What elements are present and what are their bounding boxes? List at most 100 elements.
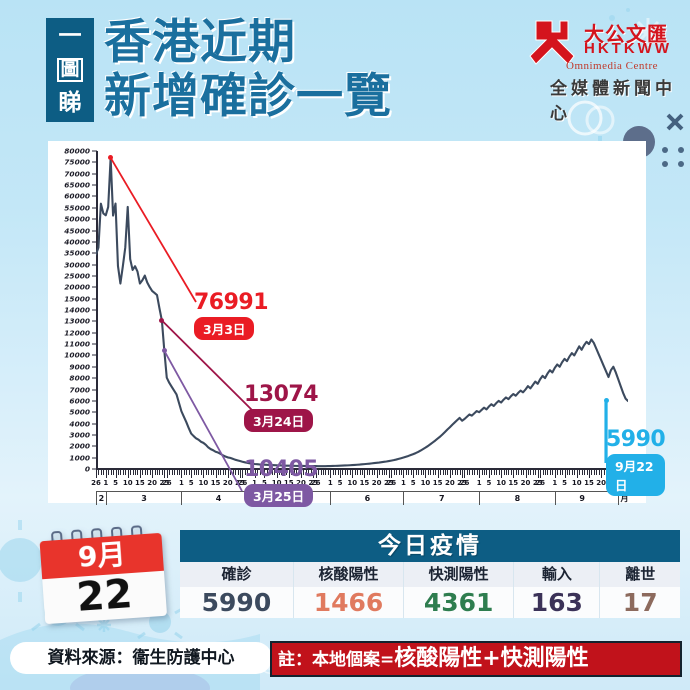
x-axis-tick xyxy=(396,470,398,475)
x-axis-tick xyxy=(286,470,288,475)
annotation-leader-line xyxy=(163,350,243,492)
x-axis-tick xyxy=(303,470,305,475)
x-axis-tick xyxy=(298,470,300,475)
table-column-header: 離世 xyxy=(599,562,680,587)
hktkww-logo-icon xyxy=(529,20,575,65)
x-axis-tick xyxy=(496,470,498,475)
x-axis-tick xyxy=(210,470,212,475)
x-axis-tick xyxy=(96,470,97,478)
table-header-row: 確診 核酸陽性 快測陽性 輸入 離世 xyxy=(180,562,680,587)
x-axis-tick xyxy=(322,470,324,475)
chart-series-line xyxy=(96,156,628,468)
x-axis-tick xyxy=(340,470,342,478)
x-axis-label: 5 xyxy=(113,479,118,487)
x-axis-tick xyxy=(166,470,168,478)
chart-annotation: 10405 3月25日 xyxy=(244,459,319,507)
x-axis-tick xyxy=(471,470,473,475)
y-axis-label: 8000 xyxy=(69,373,90,383)
x-axis-tick xyxy=(493,470,495,475)
x-axis-label: 26 xyxy=(237,479,248,487)
x-axis-tick xyxy=(513,470,515,478)
x-axis-tick xyxy=(425,470,427,478)
x-axis-tick xyxy=(415,470,417,475)
y-axis-label: 12000 xyxy=(64,328,90,338)
x-axis-tick xyxy=(403,470,405,478)
x-axis-tick xyxy=(242,470,244,478)
x-axis-tick xyxy=(491,470,493,475)
x-axis-tick xyxy=(418,470,420,475)
annotation-leader-line xyxy=(604,400,608,463)
x-axis-tick xyxy=(374,470,376,475)
logo-name-en: HKTKWW xyxy=(584,40,672,57)
x-axis-tick xyxy=(200,470,202,475)
x-axis-label: 5 xyxy=(486,479,492,487)
x-axis-tick xyxy=(579,470,581,475)
x-axis-tick xyxy=(452,470,454,475)
x-axis-tick xyxy=(176,470,178,475)
x-axis-tick xyxy=(205,470,207,475)
month-label: 6 xyxy=(330,492,403,505)
y-axis-label: 75000 xyxy=(64,157,90,167)
x-axis-label: 5 xyxy=(188,479,194,487)
x-axis-tick xyxy=(547,470,549,475)
x-axis-tick xyxy=(398,470,400,475)
y-axis-label: 55000 xyxy=(64,203,90,213)
table-column-header: 快測陽性 xyxy=(403,562,514,587)
x-axis-tick xyxy=(218,470,220,475)
x-axis-tick xyxy=(330,470,332,478)
x-axis-label: 26 xyxy=(91,479,101,487)
x-axis-tick xyxy=(430,470,432,475)
x-axis-label: 10 xyxy=(496,479,506,487)
x-axis-label: 5 xyxy=(410,479,416,487)
note-banner: 註：本地個案=核酸陽性+快測陽性 xyxy=(270,641,682,677)
x-axis-tick xyxy=(130,470,132,475)
logo-sub-cn: 全媒體新聞中心 xyxy=(550,79,676,124)
x-axis-label: 25 xyxy=(159,479,170,487)
x-axis-tick xyxy=(181,470,183,478)
axis-horizontal-line xyxy=(96,468,630,470)
x-axis-tick xyxy=(420,470,422,475)
table-column-value: 17 xyxy=(599,587,680,618)
x-axis-tick xyxy=(549,470,551,475)
annotation-point xyxy=(108,155,114,161)
x-axis-tick xyxy=(462,470,464,478)
x-axis-tick xyxy=(98,470,100,475)
table-header-cell: 確診 xyxy=(180,562,293,587)
y-axis-tick xyxy=(92,445,97,447)
x-axis-tick xyxy=(586,470,588,475)
x-axis-tick xyxy=(193,470,195,475)
annotation-point xyxy=(161,348,167,354)
y-axis-label: 25000 xyxy=(64,271,90,281)
x-axis-tick xyxy=(215,470,217,478)
badge-char-2: 圖 xyxy=(57,58,83,82)
y-axis-tick xyxy=(92,309,97,311)
x-axis-tick xyxy=(335,470,337,475)
table-column-value: 1466 xyxy=(292,587,404,618)
x-axis-tick xyxy=(296,470,298,475)
x-axis-tick xyxy=(505,470,507,475)
x-axis-label: 15 xyxy=(283,479,294,487)
x-axis-label: 20 xyxy=(147,479,157,487)
y-axis-tick xyxy=(92,207,97,209)
data-source-label: 資料來源：衞生防護中心 xyxy=(10,642,272,674)
y-axis-tick xyxy=(92,252,97,254)
x-axis-tick xyxy=(388,470,390,478)
x-axis-tick xyxy=(574,470,576,475)
y-axis-label: 40000 xyxy=(64,237,90,247)
annotation-leader-line xyxy=(161,319,259,417)
y-axis-label: 1000 xyxy=(69,453,90,463)
x-axis-tick xyxy=(174,470,176,475)
x-axis-tick xyxy=(552,470,554,475)
x-axis-tick xyxy=(313,470,315,478)
x-axis-tick xyxy=(474,470,476,475)
x-axis-tick xyxy=(562,470,564,475)
x-axis-tick xyxy=(332,470,334,475)
x-axis-label: 10 xyxy=(347,479,358,487)
badge-char-1: 一 xyxy=(58,23,82,49)
x-axis-tick xyxy=(225,470,227,475)
x-axis-tick xyxy=(479,470,481,478)
x-axis-tick xyxy=(196,470,198,475)
x-axis-tick xyxy=(501,470,503,478)
x-axis-tick xyxy=(171,470,173,475)
daily-stats-table: 今日疫情 確診 核酸陽性 快測陽性 輸入 離世 5990 1466 4361 163 17 xyxy=(180,530,680,618)
